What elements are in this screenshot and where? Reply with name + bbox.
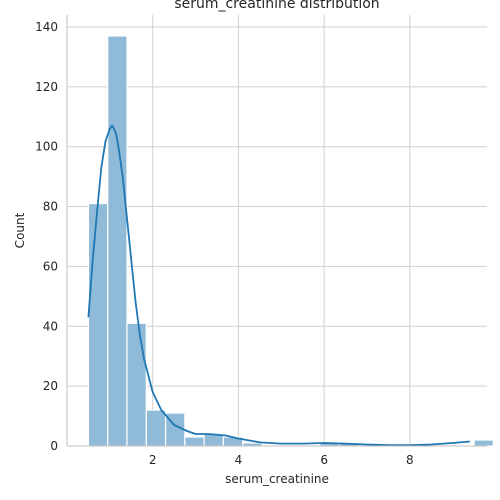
histogram-bar (145, 409, 167, 447)
y-tick-label: 20 (43, 379, 58, 393)
histogram-bar (184, 436, 205, 447)
y-tick-label: 140 (35, 20, 58, 34)
histogram-bar (126, 322, 147, 447)
x-axis-label: serum_creatinine (225, 472, 329, 486)
y-tick-label: 80 (43, 200, 58, 214)
x-tick-labels: 2 4 6 8 (149, 453, 414, 467)
x-tick-label: 2 (149, 453, 157, 467)
x-tick-label: 8 (406, 453, 414, 467)
y-axis-label: Count (13, 212, 27, 248)
y-tick-label: 40 (43, 319, 58, 333)
chart-title: serum_creatinine distribution (174, 0, 379, 12)
kde-curve (87, 124, 470, 446)
y-tick-label: 100 (35, 140, 58, 154)
y-tick-labels: 0 20 40 60 80 100 120 140 (35, 20, 58, 453)
axes (66, 15, 487, 447)
histogram-bar (473, 439, 495, 447)
y-tick-label: 0 (50, 439, 58, 453)
y-tick-label: 120 (35, 80, 58, 94)
x-tick-label: 4 (235, 453, 243, 467)
histogram-bar (107, 35, 128, 447)
histogram-bar (87, 202, 109, 447)
y-tick-label: 60 (43, 259, 58, 273)
histogram-bars (87, 35, 495, 447)
x-tick-label: 6 (320, 453, 328, 467)
